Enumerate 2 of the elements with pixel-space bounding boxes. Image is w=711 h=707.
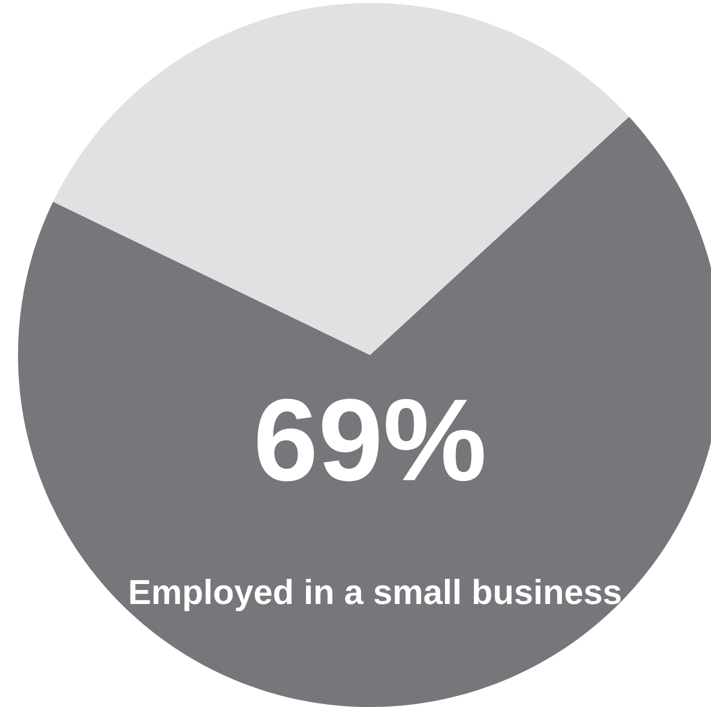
slice-label: Employed in a small business — [130, 578, 621, 612]
data-label: 69% — [258, 398, 484, 482]
